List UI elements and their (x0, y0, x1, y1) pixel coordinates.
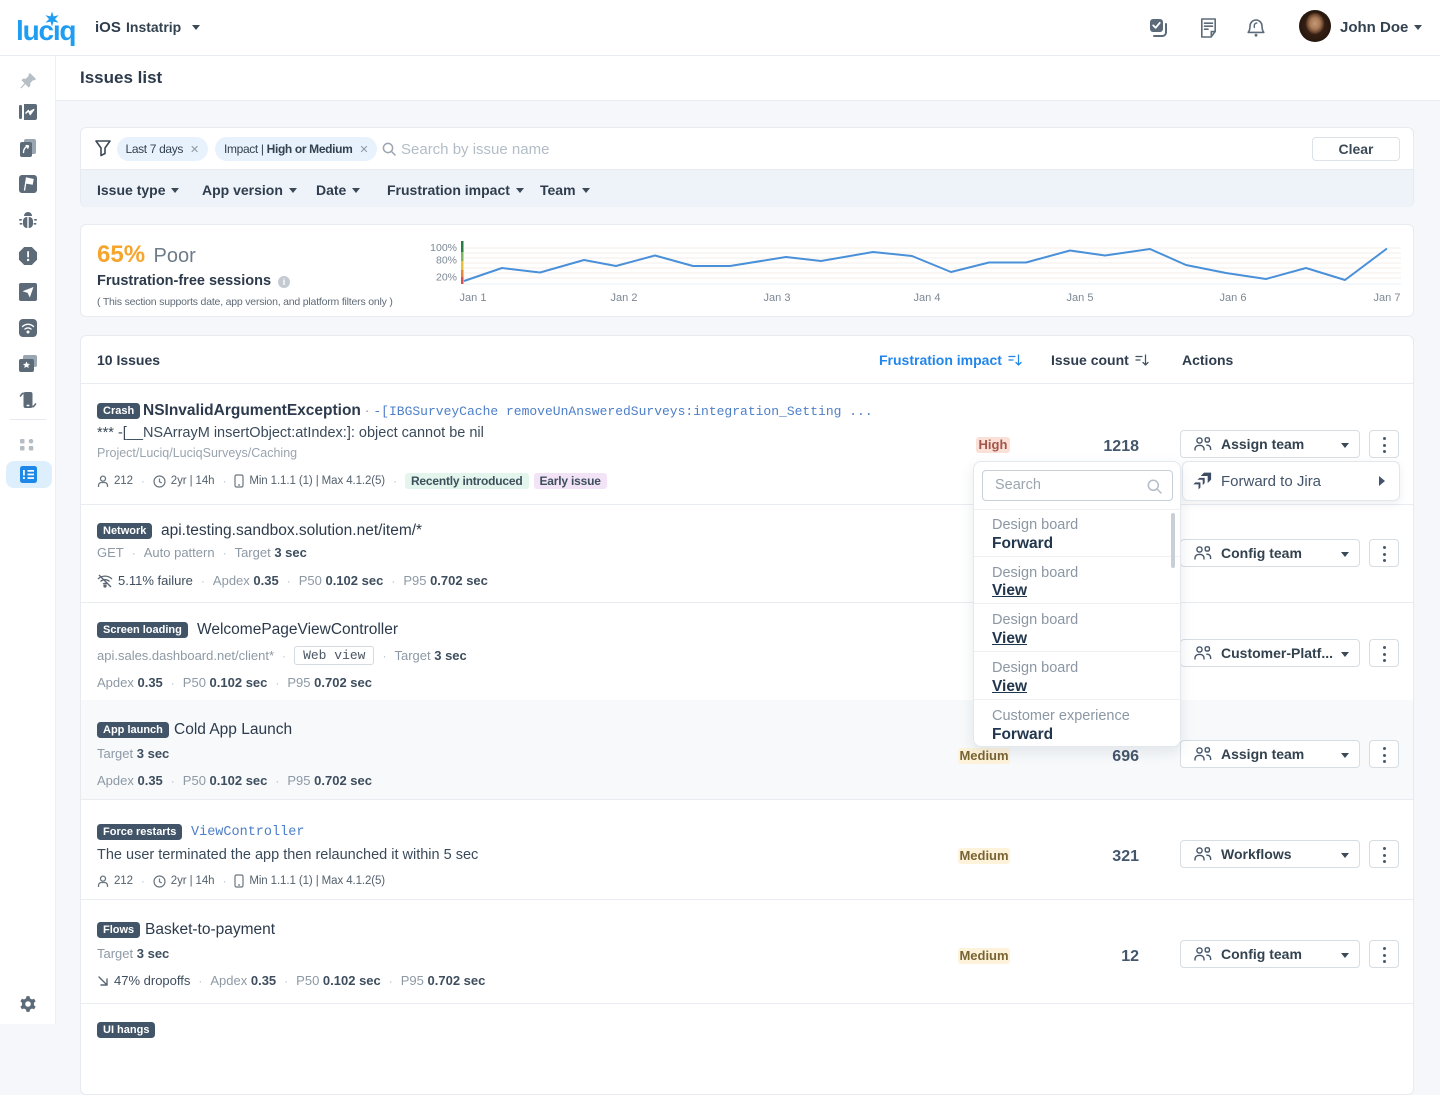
svg-text:Jan 7: Jan 7 (1374, 292, 1401, 304)
svg-text:20%: 20% (436, 272, 457, 284)
svg-text:Jan 6: Jan 6 (1220, 292, 1247, 304)
svg-text:80%: 80% (436, 255, 457, 267)
svg-text:Jan 4: Jan 4 (914, 292, 941, 304)
svg-text:100%: 100% (430, 242, 457, 254)
svg-text:Jan 1: Jan 1 (460, 292, 487, 304)
svg-text:Jan 2: Jan 2 (611, 292, 638, 304)
svg-text:Jan 5: Jan 5 (1067, 292, 1094, 304)
svg-text:Jan 3: Jan 3 (764, 292, 791, 304)
